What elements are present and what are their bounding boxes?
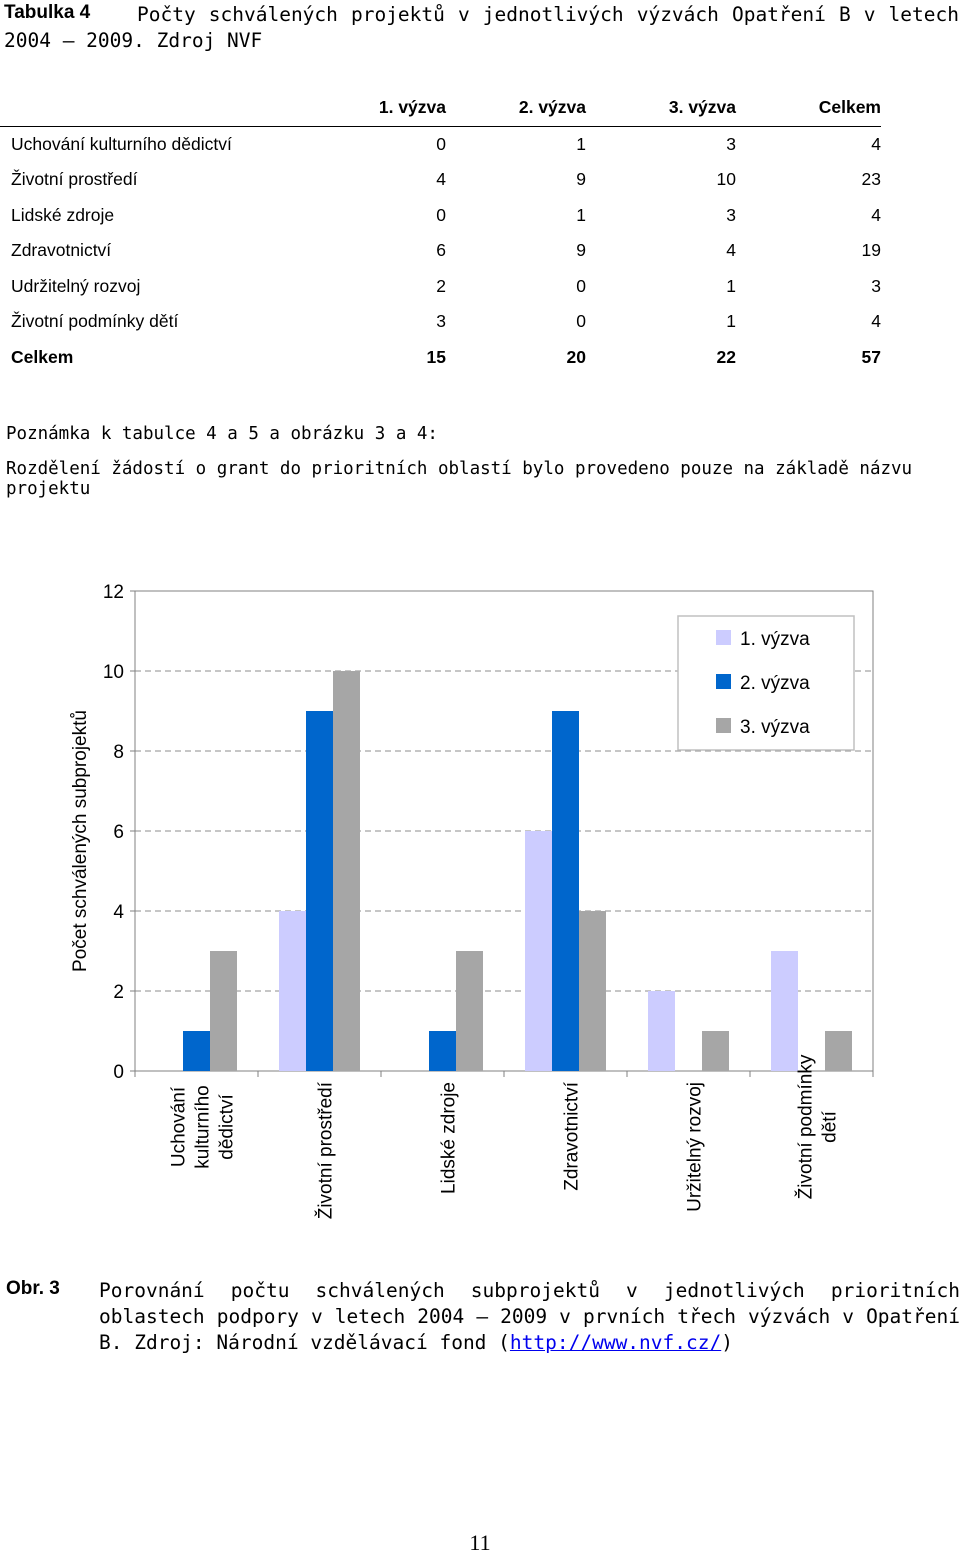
table-cell: Udržitelný rozvoj <box>11 275 141 296</box>
table-cell: 20 <box>566 346 586 367</box>
bar <box>825 1031 852 1071</box>
bar <box>306 711 333 1071</box>
table-cell: 0 <box>436 204 446 225</box>
y-tick-label: 2 <box>113 982 124 1003</box>
table-total-row: Celkem 15 20 22 57 <box>0 340 881 376</box>
table-cell: 3 <box>726 204 736 225</box>
bar <box>771 951 798 1071</box>
bar-chart: 0 2 4 6 8 10 12 Počet schválených subprojektů Uc… <box>70 582 874 1219</box>
bar <box>210 951 237 1071</box>
table-cell: 10 <box>716 169 736 190</box>
table-cell: 4 <box>871 204 881 225</box>
table-cell: Uchování kulturního dědictví <box>11 133 232 154</box>
table-row: Životní prostředí 4 9 10 23 <box>0 162 881 198</box>
table-cell: 19 <box>861 240 881 261</box>
legend-label: 3. výzva <box>740 717 810 738</box>
table-cell: 23 <box>861 169 881 190</box>
bar <box>702 1031 729 1071</box>
table-cell: 4 <box>436 169 446 190</box>
table-header-row: 1. výzva 2. výzva 3. výzva Celkem <box>0 90 881 127</box>
table-caption-label: Tabulka 4 <box>4 2 91 23</box>
x-category-label: Životní podmínky <box>795 1054 817 1199</box>
nvf-link[interactable]: http://www.nvf.cz/ <box>509 1331 722 1354</box>
y-tick-label: 8 <box>113 742 124 763</box>
table-cell: Zdravotnictví <box>11 240 112 261</box>
table-cell: 3 <box>726 133 736 154</box>
table-header-cell: 1. výzva <box>341 90 446 127</box>
table-header-cell <box>0 90 341 127</box>
bar <box>429 1031 456 1071</box>
x-category-label: kulturního <box>193 1085 214 1168</box>
figure-caption-text: Porovnání počtu schválených subprojektů … <box>99 1278 960 1356</box>
table-cell: Lidské zdroje <box>11 204 115 225</box>
legend-swatch <box>716 718 731 733</box>
legend-box <box>677 615 855 751</box>
x-category-label: dědictví <box>217 1094 238 1160</box>
figure-caption-end: ) <box>721 1331 733 1354</box>
bar <box>456 951 483 1071</box>
note-text: Rozdělení žádostí o grant do prioritních… <box>6 459 913 499</box>
x-category-label: Životní prostředí <box>315 1081 337 1219</box>
data-table: 1. výzva 2. výzva 3. výzva Celkem Uchová… <box>0 90 881 375</box>
table-row: Zdravotnictví 6 9 4 19 <box>0 233 881 269</box>
y-tick-label: 0 <box>113 1062 124 1083</box>
legend-label: 2. výzva <box>740 673 810 694</box>
table-caption-text-line2: 2004 – 2009. Zdroj NVF <box>4 29 263 52</box>
x-category-label: dětí <box>820 1110 841 1142</box>
y-tick-label: 10 <box>103 662 124 683</box>
table-cell: 0 <box>436 133 446 154</box>
table-cell: 4 <box>871 311 881 332</box>
table-cell: 2 <box>436 275 446 296</box>
table-header-cell: Celkem <box>736 90 881 127</box>
table-caption-text: Počty schválených projektů v jednotlivýc… <box>137 3 959 26</box>
table-cell: 4 <box>726 240 736 261</box>
table-cell: 22 <box>716 346 736 367</box>
table-cell: 1 <box>726 311 736 332</box>
bar <box>183 1031 210 1071</box>
table-cell: 9 <box>576 169 586 190</box>
table-cell: 1 <box>576 204 586 225</box>
table-cell: 0 <box>576 311 586 332</box>
y-tick-label: 4 <box>113 902 124 923</box>
table-cell: 57 <box>861 346 881 367</box>
figure-caption-body: Porovnání počtu schválených subprojektů … <box>99 1279 960 1354</box>
x-category-label: Lidské zdroje <box>439 1082 460 1194</box>
legend-label: 1. výzva <box>740 629 810 650</box>
table-cell: 4 <box>871 133 881 154</box>
table-row: Životní podmínky dětí 3 0 1 4 <box>0 304 881 340</box>
table-cell: 9 <box>576 240 586 261</box>
bar <box>648 991 675 1071</box>
note-title: Poznámka k tabulce 4 a 5 a obrázku 3 a 4… <box>6 424 438 444</box>
bar <box>525 831 552 1071</box>
y-tick-label: 12 <box>103 582 124 603</box>
table-cell: 1 <box>726 275 736 296</box>
bar <box>579 911 606 1071</box>
y-axis-label: Počet schválených subprojektů <box>70 710 91 972</box>
figure-caption-label: Obr. 3 <box>6 1278 60 1299</box>
x-category-label: Uržitelný rozvoj <box>685 1082 706 1212</box>
table-cell: 6 <box>436 240 446 261</box>
table-cell: 15 <box>426 346 446 367</box>
x-category-label: Zdravotnictví <box>562 1081 583 1190</box>
table-cell: Životní podmínky dětí <box>11 311 179 332</box>
table-row: Uchování kulturního dědictví 0 1 3 4 <box>0 126 881 162</box>
table-cell: 1 <box>576 133 586 154</box>
legend-swatch <box>716 674 731 689</box>
table-cell: 3 <box>871 275 881 296</box>
bar <box>279 911 306 1071</box>
table-cell: 0 <box>576 275 586 296</box>
bar <box>552 711 579 1071</box>
table-header-cell: 2. výzva <box>446 90 586 127</box>
x-category-label: Uchování <box>169 1086 190 1167</box>
table-row: Udržitelný rozvoj 2 0 1 3 <box>0 269 881 305</box>
table-row: Lidské zdroje 0 1 3 4 <box>0 198 881 234</box>
legend-swatch <box>716 630 731 645</box>
table-cell: 3 <box>436 311 446 332</box>
table-cell: Životní prostředí <box>11 169 138 190</box>
table-cell: Celkem <box>11 346 74 367</box>
bar <box>333 671 360 1071</box>
table-header-cell: 3. výzva <box>586 90 736 127</box>
page-number: 11 <box>469 1530 491 1555</box>
y-tick-label: 6 <box>113 822 124 843</box>
